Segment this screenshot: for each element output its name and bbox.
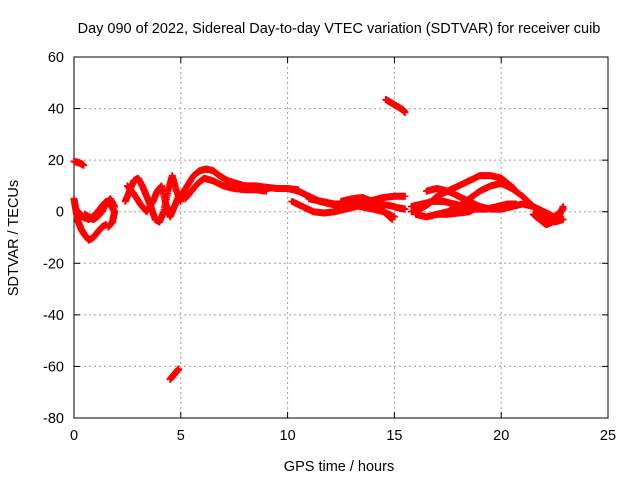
data-point <box>175 365 183 373</box>
x-tick-label: 25 <box>600 428 616 444</box>
data-point <box>104 223 112 231</box>
y-tick-label: 60 <box>48 50 64 66</box>
y-tick-label: -40 <box>43 308 64 324</box>
x-tick-label: 0 <box>70 428 78 444</box>
series-s1 <box>70 157 88 169</box>
x-tick-label: 5 <box>177 428 185 444</box>
y-tick-label: 40 <box>48 102 64 118</box>
y-tick-label: 0 <box>56 205 64 221</box>
series-s5 <box>121 172 185 226</box>
grid-lines <box>74 57 608 418</box>
data-point <box>401 108 409 116</box>
data-point <box>559 203 567 211</box>
chart-title: Day 090 of 2022, Sidereal Day-to-day VTE… <box>78 21 601 37</box>
y-axis-label: SDTVAR / TECUs <box>6 180 22 296</box>
y-tick-label: -20 <box>43 256 64 272</box>
plot-frame <box>73 56 609 419</box>
series-s6 <box>123 182 183 221</box>
series-s20 <box>529 203 567 229</box>
data-point <box>401 192 409 200</box>
data-point <box>401 205 409 213</box>
axis-ticks: 0 5 10 15 20 25 -80 -60 -40 -20 0 20 40 60 <box>43 50 616 444</box>
x-tick-label: 20 <box>493 428 509 444</box>
data-point <box>262 187 270 195</box>
y-tick-label: 20 <box>48 153 64 169</box>
y-tick-label: -80 <box>43 411 64 427</box>
y-tick-label: -60 <box>43 359 64 375</box>
series-s4 <box>74 197 119 231</box>
x-tick-label: 15 <box>386 428 402 444</box>
data-point <box>80 161 88 169</box>
x-axis-label: GPS time / hours <box>284 459 394 475</box>
series-s12 <box>337 194 396 223</box>
series-s8 <box>181 174 270 203</box>
data-point <box>388 215 396 223</box>
data-points <box>70 96 567 383</box>
data-point <box>476 203 484 211</box>
data-point <box>559 215 567 223</box>
series-s13 <box>382 96 409 116</box>
x-tick-label: 10 <box>280 428 296 444</box>
series-s19 <box>422 185 484 211</box>
series-s14 <box>166 365 183 383</box>
